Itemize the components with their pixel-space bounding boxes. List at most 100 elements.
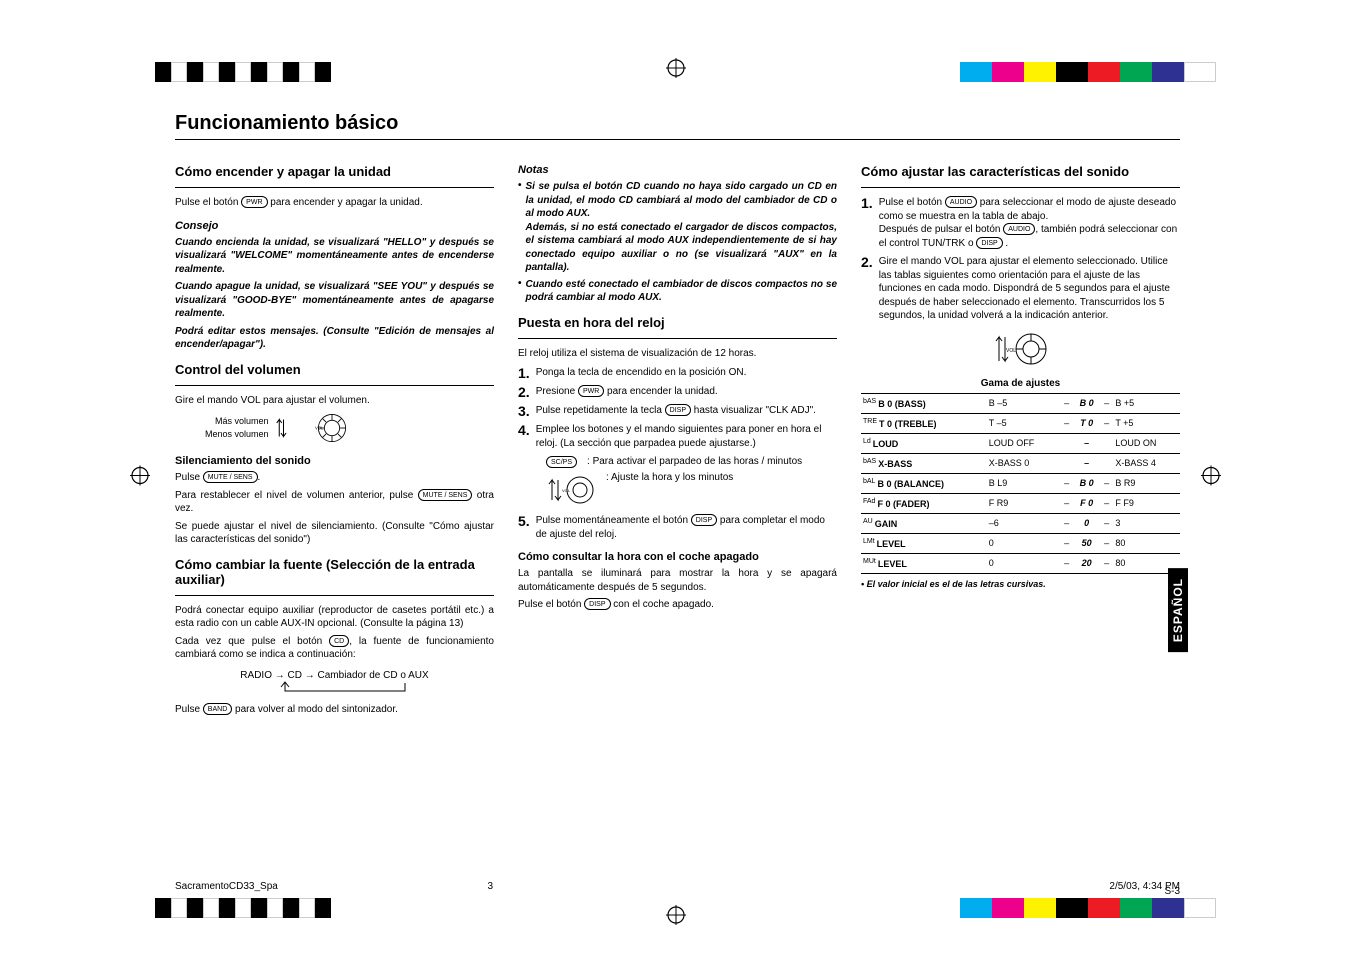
vol-knob-center: VOL: [861, 329, 1180, 372]
text: Si se pulsa el botón CD cuando no haya s…: [526, 181, 837, 219]
text: Cuando esté conectado el cambiador de di…: [526, 278, 837, 305]
footer-right: 2/5/03, 4:34 PM: [1109, 881, 1180, 892]
step4-sub2: VOL : Ajuste la hora y los minutos: [546, 472, 837, 508]
bw-stripes-bottom: [155, 898, 331, 918]
text: Pulse el botón: [175, 197, 241, 208]
color-swatches-top: [960, 62, 1216, 82]
language-tab: ESPAÑOL: [1168, 568, 1188, 652]
column-3: Cómo ajustar las características del son…: [861, 154, 1180, 720]
table-footnote: • El valor inicial es el de las letras c…: [861, 578, 1180, 590]
adj-step-1: 1. Pulse el botón AUDIO para seleccionar…: [861, 196, 1180, 250]
text: Además, si no está conectado el cargador…: [526, 222, 837, 274]
arrow-icon: [275, 411, 309, 445]
rule: [175, 595, 494, 596]
notas-heading: Notas: [518, 164, 837, 176]
text: Presione: [536, 386, 578, 397]
mute-3: Se puede ajustar el nivel de silenciamie…: [175, 520, 494, 547]
consejo-heading: Consejo: [175, 220, 494, 232]
text: para volver al modo del sintonizador.: [232, 704, 398, 715]
text: Gire el mando VOL para ajustar el elemen…: [879, 255, 1180, 323]
columns: Cómo encender y apagar la unidad Pulse e…: [175, 154, 1180, 720]
step-4: 4.Emplee los botones y el mando siguient…: [518, 423, 837, 450]
scps-button-label: SC/PS: [546, 456, 577, 468]
table-row: bASB 0 (BASS)B –5–B 0–B +5: [861, 393, 1180, 413]
table-row: bASX-BASSX-BASS 0–X-BASS 4: [861, 453, 1180, 473]
mute-1: Pulse MUTE / SENS.: [175, 471, 494, 485]
page-title: Funcionamiento básico: [175, 112, 1180, 135]
audio-button-label: AUDIO: [945, 196, 977, 208]
table-row: TRET 0 (TREBLE)T –5–T 0–T +5: [861, 413, 1180, 433]
loop-arrow-icon: [255, 681, 415, 695]
column-1: Cómo encender y apagar la unidad Pulse e…: [175, 154, 494, 720]
table-row: bALB 0 (BALANCE)B L9–B 0–B R9: [861, 473, 1180, 493]
volume-text: Gire el mando VOL para ajustar el volume…: [175, 394, 494, 408]
text: Cada vez que pulse el botón: [175, 636, 329, 647]
adj-step-2: 2.Gire el mando VOL para ajustar el elem…: [861, 255, 1180, 323]
mute-button-label-2: MUTE / SENS: [418, 489, 473, 501]
heading-consult: Cómo consultar la hora con el coche apag…: [518, 551, 837, 563]
power-text: Pulse el botón PWR para encender y apaga…: [175, 196, 494, 210]
text: Pulse: [175, 704, 203, 715]
text: Después de pulsar el botón: [879, 224, 1004, 235]
audio-button-label: AUDIO: [1003, 223, 1035, 235]
vol-labels: Más volumen Menos volumen: [205, 415, 269, 440]
knob-icon: VOL: [991, 329, 1051, 369]
svg-text:VOL: VOL: [1006, 348, 1016, 354]
knob-icon-small: VOL: [546, 472, 596, 508]
text: Pulse el botón: [879, 197, 945, 208]
clock-steps-2: 5.Pulse momentáneamente el botón DISP pa…: [518, 514, 837, 541]
flow-text: RADIO → CD → Cambiador de CD o AUX: [240, 670, 428, 681]
registration-mark-right: [1201, 466, 1221, 489]
footer-left: SacramentoCD33_Spa: [175, 881, 278, 892]
knob-icon: VOL: [315, 411, 349, 445]
heading-mute: Silenciamiento del sonido: [175, 455, 494, 467]
text: Para restablecer el nivel de volumen ant…: [175, 490, 418, 501]
disp-button-label: DISP: [976, 237, 1002, 249]
nota-2: Cuando esté conectado el cambiador de di…: [518, 278, 837, 305]
heading-source: Cómo cambiar la fuente (Selección de la …: [175, 557, 494, 587]
nota-1: Si se pulsa el botón CD cuando no haya s…: [518, 180, 837, 275]
registration-mark-bottom: [666, 905, 686, 928]
text: para encender y apagar la unidad.: [268, 197, 423, 208]
consejo-2: Cuando apague la unidad, se visualizará …: [175, 280, 494, 321]
text: para encender la unidad.: [604, 386, 717, 397]
pwr-button-label: PWR: [241, 196, 267, 208]
clock-steps: 1.Ponga la tecla de encendido en la posi…: [518, 366, 837, 450]
text: Pulse momentáneamente el botón: [536, 515, 691, 526]
footer-mid: 3: [488, 881, 494, 892]
source-2: Cada vez que pulse el botón CD, la fuent…: [175, 635, 494, 662]
text: Ponga la tecla de encendido en la posici…: [536, 366, 837, 380]
source-1: Podrá conectar equipo auxiliar (reproduc…: [175, 604, 494, 631]
cd-button-label: CD: [329, 635, 349, 647]
volume-diagram: Más volumen Menos volumen: [205, 411, 494, 445]
vol-less-label: Menos volumen: [205, 428, 269, 441]
pwr-button-label: PWR: [578, 385, 604, 397]
table-row: LMtLEVEL0–50–80: [861, 533, 1180, 553]
text: con el coche apagado.: [611, 599, 714, 610]
source-3: Pulse BAND para volver al modo del sinto…: [175, 703, 494, 717]
rule: [175, 187, 494, 188]
mute-button-label: MUTE / SENS: [203, 471, 258, 483]
adjust-table: Gama de ajustes bASB 0 (BASS)B –5–B 0–B …: [861, 378, 1180, 574]
vol-more-label: Más volumen: [205, 415, 269, 428]
step-2: 2.Presione PWR para encender la unidad.: [518, 385, 837, 399]
notas-list: Si se pulsa el botón CD cuando no haya s…: [518, 180, 837, 305]
heading-power: Cómo encender y apagar la unidad: [175, 164, 494, 179]
heading-adjust: Cómo ajustar las características del son…: [861, 164, 1180, 179]
adjust-steps: 1. Pulse el botón AUDIO para seleccionar…: [861, 196, 1180, 323]
table-row: AUGAIN–6–0–3: [861, 513, 1180, 533]
svg-text:VOL: VOL: [562, 488, 571, 493]
text: .: [1003, 238, 1009, 249]
table-row: MUtLEVEL0–20–80: [861, 553, 1180, 573]
text: : Ajuste la hora y los minutos: [606, 472, 837, 483]
table-row: LdLOUDLOUD OFF–LOUD ON: [861, 433, 1180, 453]
rule: [861, 187, 1180, 188]
disp-button-label: DISP: [584, 598, 610, 610]
page-content: Funcionamiento básico Cómo encender y ap…: [175, 112, 1180, 720]
registration-mark-top: [666, 58, 686, 81]
table-row: FAdF 0 (FADER)F R9–F 0–F F9: [861, 493, 1180, 513]
text: Emplee los botones y el mando siguientes…: [536, 423, 837, 450]
registration-mark-left: [130, 466, 150, 489]
svg-text:VOL: VOL: [315, 426, 324, 431]
footer: SacramentoCD33_Spa 3 2/5/03, 4:34 PM: [175, 881, 1180, 892]
